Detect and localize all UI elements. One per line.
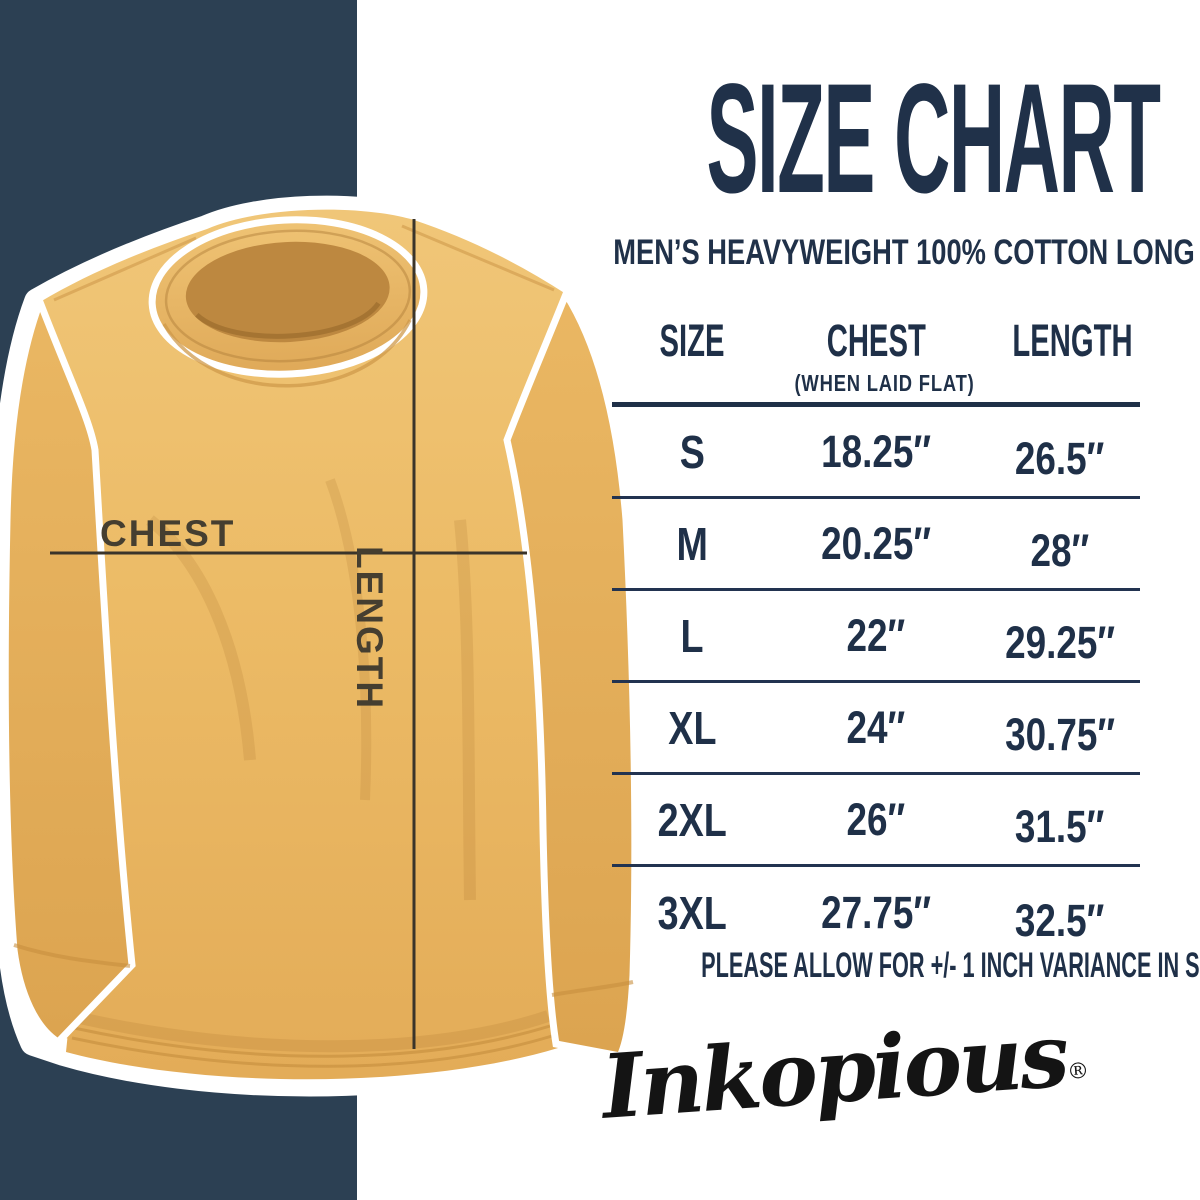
cell-chest-text: 26″ xyxy=(846,793,906,845)
variance-note: PLEASE ALLOW FOR +/- 1 INCH VARIANCE IN … xyxy=(538,946,1200,993)
column-header-chest: CHEST (WHEN LAID FLAT) xyxy=(772,302,980,402)
cell-size: 2XL xyxy=(612,775,772,864)
cell-chest-text: 24″ xyxy=(846,701,906,753)
table-row: L 22″ 29.25″ xyxy=(612,591,1140,683)
table-row: M 20.25″ 28″ xyxy=(612,499,1140,591)
cell-chest: 27.75″ xyxy=(772,867,980,959)
cell-size-text: 3XL xyxy=(657,887,727,939)
cell-length-text: 29.25″ xyxy=(1004,617,1116,668)
cell-size: XL xyxy=(612,683,772,772)
measurement-guides: CHEST LENGTH xyxy=(50,219,527,1049)
cell-length-text: 32.5″ xyxy=(1015,894,1105,946)
inner-neck-shadow xyxy=(195,301,381,339)
length-label: LENGTH xyxy=(349,546,390,710)
product-subtitle-text: MEN’S HEAVYWEIGHT 100% COTTON LONG SLEEV… xyxy=(613,233,1200,272)
cell-chest: 18.25″ xyxy=(772,407,980,496)
fabric-wrinkles xyxy=(78,478,550,1053)
collar xyxy=(148,216,428,378)
neck-opening xyxy=(185,241,390,343)
shirt-body xyxy=(40,209,566,1080)
chest-label: CHEST xyxy=(100,513,235,554)
page-title-text: SIZE CHART xyxy=(706,52,1162,226)
cell-size-text: M xyxy=(676,517,708,570)
page-title: SIZE CHART xyxy=(480,52,1200,226)
cell-length-text: 31.5″ xyxy=(1015,801,1105,852)
cell-length: 30.75″ xyxy=(980,683,1140,772)
cell-length-text: 28″ xyxy=(1030,525,1090,576)
left-cuff-seam xyxy=(13,943,131,968)
left-sleeve xyxy=(1,292,136,1047)
cell-size-text: L xyxy=(680,609,704,662)
cell-size: 3XL xyxy=(612,867,772,959)
chest-subnote-text: (WHEN LAID FLAT) xyxy=(794,370,975,396)
table-row: 3XL 27.75″ 32.5″ xyxy=(612,867,1140,959)
cell-length: 28″ xyxy=(980,499,1140,588)
table-row: S 18.25″ 26.5″ xyxy=(612,407,1140,499)
column-header-length: LENGTH xyxy=(980,302,1140,402)
column-header-length-text: LENGTH xyxy=(1012,315,1133,366)
shoulder-seams xyxy=(53,224,555,302)
product-subtitle: MEN’S HEAVYWEIGHT 100% COTTON LONG SLEEV… xyxy=(515,234,1200,274)
cell-chest: 26″ xyxy=(772,775,980,864)
collar-rib-line xyxy=(164,229,412,363)
column-header-size-text: SIZE xyxy=(659,315,725,366)
hem-stitching xyxy=(71,1024,553,1068)
chest-subnote: (WHEN LAID FLAT) xyxy=(772,370,980,397)
cell-length: 26.5″ xyxy=(980,407,1140,496)
shirt-shape xyxy=(0,195,652,1097)
cell-length: 29.25″ xyxy=(980,591,1140,680)
table-row: 2XL 26″ 31.5″ xyxy=(612,775,1140,867)
table-row: XL 24″ 30.75″ xyxy=(612,683,1140,775)
cell-chest-text: 18.25″ xyxy=(820,425,932,477)
collar-seam xyxy=(162,319,412,388)
size-table: SIZE CHEST (WHEN LAID FLAT) LENGTH S 18.… xyxy=(612,302,1140,959)
cell-chest-text: 20.25″ xyxy=(820,517,932,569)
column-header-size: SIZE xyxy=(612,302,772,402)
cell-size: M xyxy=(612,499,772,588)
right-sleeve xyxy=(503,286,639,1060)
cell-size-text: S xyxy=(679,425,705,478)
cell-chest: 20.25″ xyxy=(772,499,980,588)
cell-chest-text: 27.75″ xyxy=(820,887,932,938)
size-table-header: SIZE CHEST (WHEN LAID FLAT) LENGTH xyxy=(612,302,1140,407)
cell-chest: 24″ xyxy=(772,683,980,772)
cell-chest: 22″ xyxy=(772,591,980,680)
cell-chest-text: 22″ xyxy=(846,609,906,661)
right-cuff-seam xyxy=(551,980,634,997)
column-header-chest-text: CHEST xyxy=(826,315,926,366)
cell-length: 32.5″ xyxy=(980,867,1140,959)
cell-size: S xyxy=(612,407,772,496)
registered-mark: ® xyxy=(1066,1058,1091,1086)
cell-length-text: 30.75″ xyxy=(1004,709,1116,760)
cell-size-text: XL xyxy=(667,701,717,754)
cell-length-text: 26.5″ xyxy=(1015,433,1105,484)
cell-length: 31.5″ xyxy=(980,775,1140,864)
variance-note-text: PLEASE ALLOW FOR +/- 1 INCH VARIANCE IN … xyxy=(701,946,1200,985)
cell-size-text: 2XL xyxy=(657,793,727,846)
cell-size: L xyxy=(612,591,772,680)
